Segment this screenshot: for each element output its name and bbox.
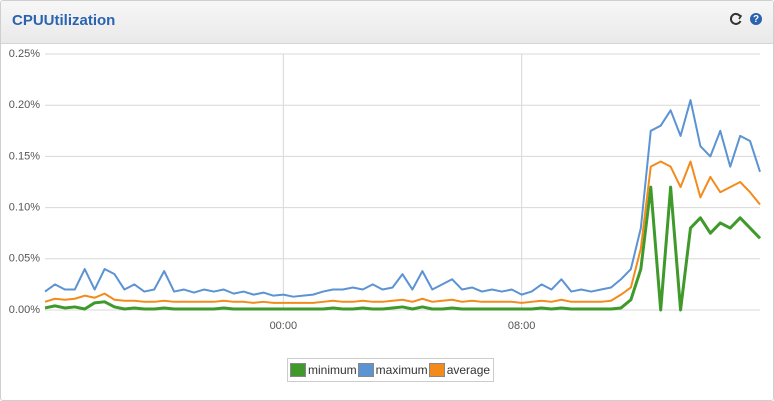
refresh-icon[interactable] — [729, 12, 743, 25]
y-tick-label: 0.15% — [9, 150, 40, 162]
series-line — [44, 185, 762, 312]
legend-swatch — [357, 363, 374, 377]
help-icon[interactable]: ? — [750, 13, 762, 25]
x-tick-label: 00:00 — [270, 320, 298, 332]
y-tick-label: 0.10% — [9, 202, 40, 214]
legend-label: minimum — [308, 363, 357, 377]
y-tick-label: 0.25% — [9, 48, 40, 60]
y-tick-label: 0.00% — [9, 304, 40, 316]
legend: minimum maximum average — [287, 358, 495, 382]
svg-text:?: ? — [753, 14, 759, 25]
chart-title: CPUUtilization — [12, 12, 116, 29]
legend-item[interactable]: maximum — [357, 363, 428, 377]
header-icons: ? — [729, 12, 763, 31]
y-tick-label: 0.20% — [9, 99, 40, 111]
icon-group: ? — [729, 12, 762, 25]
y-tick-label: 0.05% — [9, 253, 40, 265]
legend-item[interactable]: minimum — [290, 363, 357, 377]
x-tick-label: 08:00 — [508, 320, 536, 332]
series-line — [44, 99, 761, 298]
panel-header: CPUUtilization ? — [1, 1, 773, 44]
legend-swatch — [290, 363, 306, 377]
legend-label: average — [446, 363, 491, 377]
legend-swatch — [428, 363, 445, 377]
series-line — [44, 160, 761, 304]
legend-item[interactable]: average — [428, 363, 491, 377]
legend-label: maximum — [375, 363, 428, 377]
